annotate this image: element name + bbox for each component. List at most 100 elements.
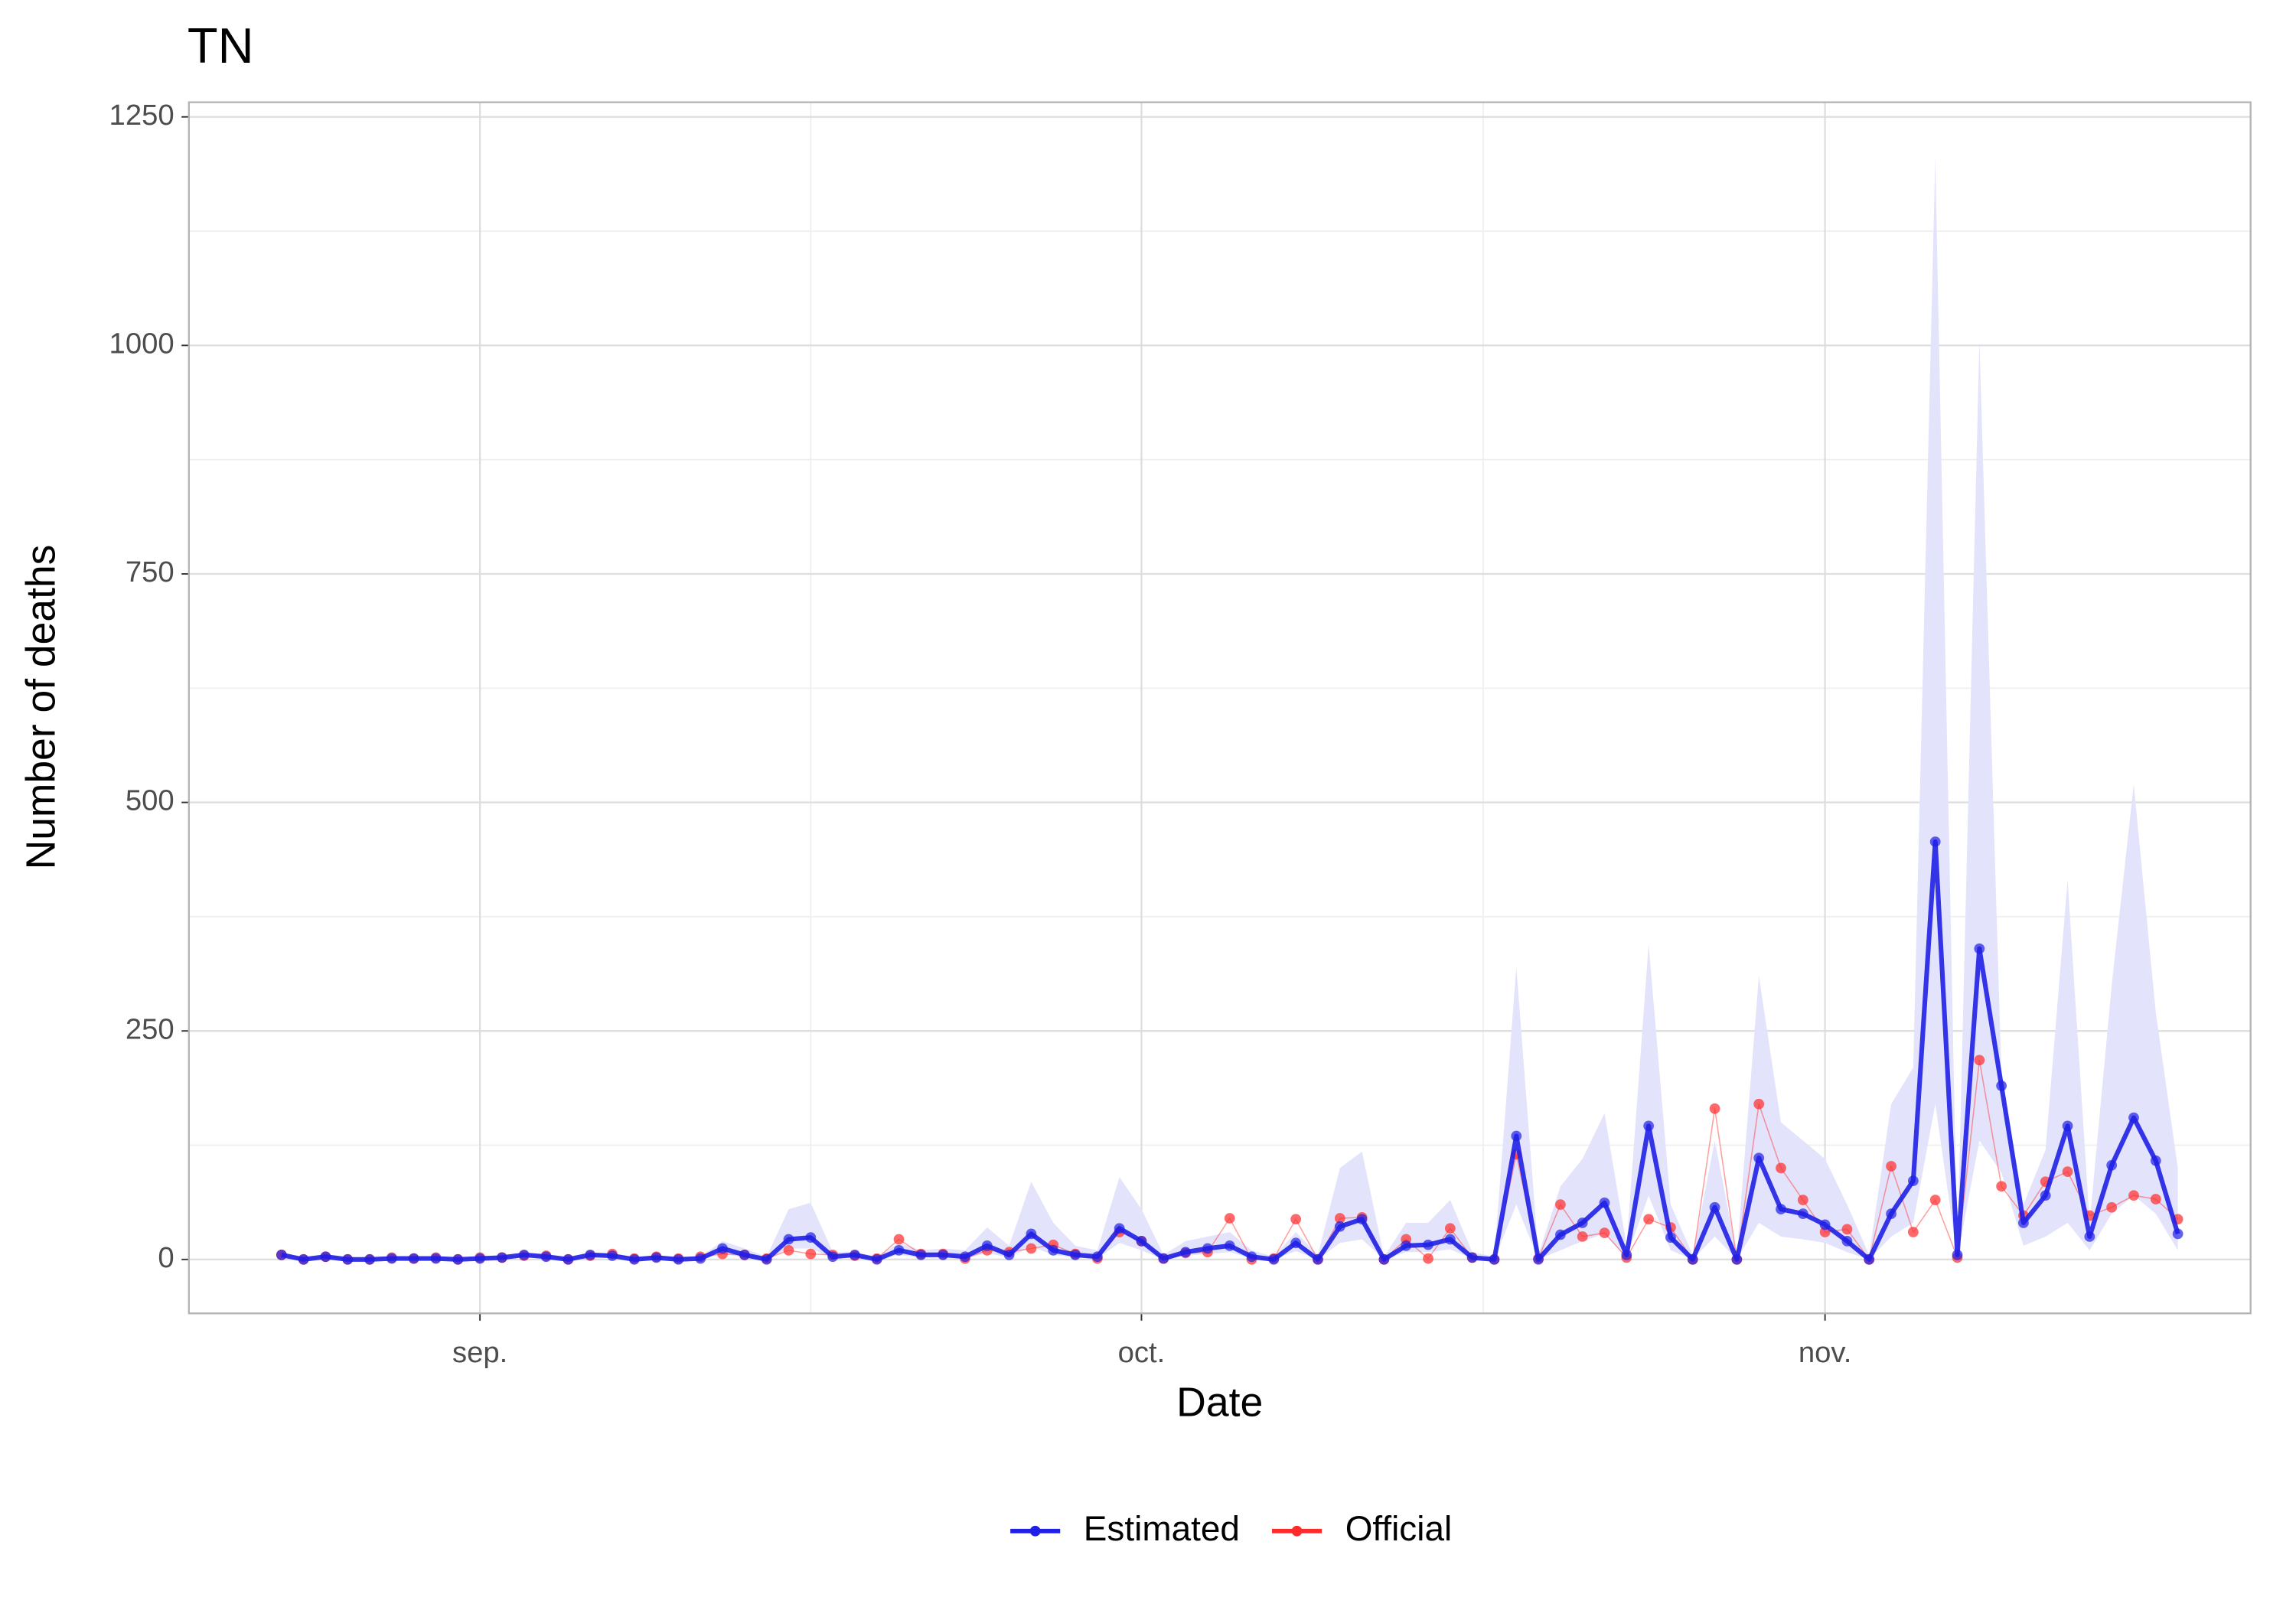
data-point	[1929, 1195, 1941, 1206]
data-point	[2040, 1190, 2051, 1201]
data-point	[386, 1253, 397, 1264]
legend-label: Official	[1345, 1508, 1452, 1548]
data-point	[1268, 1253, 1280, 1265]
data-point	[430, 1253, 442, 1264]
data-point	[1996, 1181, 2007, 1192]
data-point	[1555, 1199, 1566, 1211]
data-point	[1643, 1120, 1655, 1132]
data-point	[1224, 1240, 1235, 1251]
data-point	[1401, 1240, 1412, 1251]
data-point	[540, 1251, 552, 1263]
data-point	[2150, 1194, 2161, 1204]
data-point	[1180, 1247, 1191, 1258]
data-point	[1114, 1223, 1125, 1234]
data-point	[1003, 1249, 1015, 1260]
data-point	[1444, 1234, 1456, 1245]
data-point	[1797, 1208, 1808, 1219]
data-point	[805, 1248, 817, 1260]
legend-label: Estimated	[1084, 1508, 1240, 1548]
data-point	[1996, 1080, 2007, 1091]
data-point	[1974, 943, 1985, 954]
data-point	[1224, 1213, 1235, 1224]
data-point	[1974, 1054, 1985, 1066]
data-point	[1423, 1239, 1433, 1250]
y-tick-label: 500	[126, 784, 174, 817]
data-point	[1555, 1229, 1566, 1240]
data-point	[364, 1253, 375, 1265]
data-point	[1841, 1236, 1853, 1247]
data-point	[1026, 1243, 1037, 1254]
data-point	[1753, 1152, 1765, 1164]
data-point	[761, 1253, 772, 1265]
data-point	[1048, 1244, 1059, 1256]
data-point	[2062, 1120, 2073, 1132]
legend-swatch	[1291, 1525, 1303, 1537]
data-point	[1621, 1249, 1632, 1260]
data-point	[783, 1244, 794, 1256]
data-point	[2128, 1112, 2139, 1123]
data-point	[1709, 1201, 1720, 1213]
data-point	[1709, 1103, 1720, 1114]
y-tick-label: 750	[126, 556, 174, 588]
x-axis-title: Date	[1176, 1380, 1263, 1426]
data-point	[2128, 1190, 2139, 1201]
data-point	[1886, 1208, 1896, 1219]
data-point	[2150, 1155, 2161, 1166]
y-tick-label: 1250	[109, 99, 174, 132]
data-point	[717, 1243, 728, 1254]
data-point	[1776, 1204, 1786, 1214]
data-point	[1776, 1162, 1786, 1174]
data-point	[2084, 1231, 2095, 1242]
legend-swatch	[1029, 1525, 1041, 1537]
data-point	[1886, 1161, 1896, 1172]
data-point	[871, 1253, 882, 1265]
data-point	[342, 1253, 354, 1265]
y-tick-label: 0	[158, 1241, 174, 1274]
data-point	[960, 1251, 970, 1263]
data-point	[518, 1249, 530, 1260]
data-point	[1907, 1175, 1919, 1186]
data-point	[893, 1244, 905, 1256]
data-point	[1290, 1237, 1302, 1249]
data-point	[783, 1234, 794, 1245]
data-point	[915, 1249, 927, 1260]
data-point	[607, 1250, 618, 1261]
data-point	[1819, 1219, 1831, 1231]
data-point	[1444, 1223, 1456, 1234]
data-point	[695, 1253, 706, 1264]
data-point	[1136, 1236, 1147, 1247]
data-point	[2106, 1159, 2118, 1171]
chart-title: TN	[188, 18, 254, 73]
panel-border	[188, 101, 2252, 1315]
data-point	[827, 1251, 838, 1263]
y-axis-title: Number of deaths	[19, 545, 64, 870]
data-point	[1907, 1227, 1919, 1237]
data-point	[1797, 1195, 1808, 1206]
data-point	[1599, 1227, 1610, 1239]
data-point	[452, 1253, 464, 1265]
data-point	[1466, 1252, 1478, 1263]
data-point	[1423, 1253, 1433, 1264]
data-point	[1290, 1214, 1302, 1225]
y-tick-label: 250	[126, 1012, 174, 1045]
x-tick-label: oct.	[1118, 1336, 1166, 1369]
data-point	[673, 1253, 684, 1265]
data-point	[1334, 1213, 1345, 1224]
data-point	[628, 1253, 640, 1265]
data-point	[1731, 1253, 1743, 1265]
data-point	[320, 1251, 331, 1263]
data-point	[1378, 1253, 1390, 1265]
data-point	[1753, 1098, 1765, 1110]
data-point	[981, 1240, 993, 1251]
data-point	[1929, 836, 1941, 847]
data-point	[850, 1249, 860, 1260]
data-point	[1841, 1224, 1853, 1235]
data-point	[1687, 1253, 1698, 1265]
x-tick-label: nov.	[1799, 1336, 1851, 1369]
data-point	[497, 1252, 507, 1263]
data-point	[585, 1249, 596, 1260]
data-point	[1599, 1197, 1610, 1208]
data-point	[1577, 1217, 1588, 1228]
data-point	[2018, 1217, 2029, 1228]
data-point	[1665, 1232, 1676, 1244]
